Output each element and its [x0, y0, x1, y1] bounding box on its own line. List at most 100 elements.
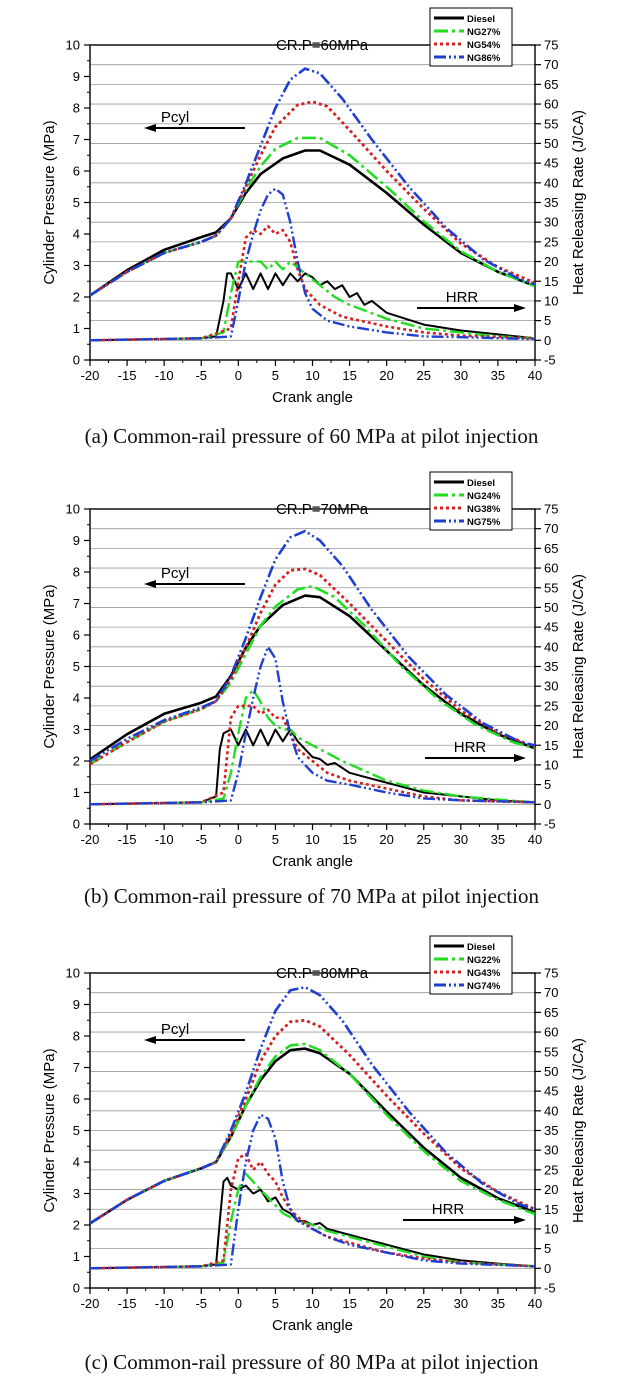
y2-tick-label: 50 [544, 136, 558, 151]
caption-c: (c) Common-rail pressure of 80 MPa at pi… [84, 1350, 539, 1374]
x-tick-label: 25 [417, 1296, 431, 1311]
pressure-line-ng22pct [90, 1042, 535, 1225]
y-tick-label: 3 [73, 722, 80, 737]
y-tick-label: 6 [73, 1092, 80, 1107]
y-tick-label: 7 [73, 596, 80, 611]
panel-a: -20 -15 -10 -5 0 5 10 15 20 25 30 35 40 0 1 2 3 4 5 6 7 8 9 10-… [0, 0, 623, 464]
y-tick-label: 5 [73, 659, 80, 674]
y2-tick-label: 50 [544, 600, 558, 615]
x-tick-label: -20 [81, 1296, 100, 1311]
chart-title: CR.P=70MPa [276, 501, 369, 518]
y-axis-label: Cylinder Pressure (MPa) [41, 120, 58, 284]
y2-tick-label: 75 [544, 502, 558, 517]
y-tick-label: 9 [73, 533, 80, 548]
legend-label: Diesel [467, 478, 495, 489]
x-tick-label: 20 [379, 1296, 393, 1311]
y2-tick-label: 20 [544, 718, 558, 733]
y2-axis-label: Heat Releasing Rate (J/CA) [570, 1038, 587, 1223]
x-tick-label: 25 [417, 368, 431, 383]
y2-tick-label: 0 [544, 333, 551, 348]
x-tick-label: 0 [235, 1296, 242, 1311]
y2-tick-label: 70 [544, 57, 558, 72]
y2-tick-label: 5 [544, 313, 551, 328]
y2-tick-label: 30 [544, 215, 558, 230]
y2-tick-label: -5 [544, 817, 556, 832]
x-tick-label: 20 [379, 832, 393, 847]
x-tick-label: 0 [235, 368, 242, 383]
x-tick-label: 10 [305, 368, 319, 383]
y-tick-label: 2 [73, 290, 80, 305]
y-tick-label: 3 [73, 1186, 80, 1201]
y2-tick-label: 55 [544, 580, 558, 595]
y2-tick-label: 20 [544, 254, 558, 269]
legend: Diesel NG24% NG38% NG75% [429, 471, 513, 531]
y-tick-label: 6 [73, 164, 80, 179]
y2-tick-label: 40 [544, 175, 558, 190]
hrr-line-ng24pct [90, 688, 535, 806]
pressure-line-ng43pct [90, 1018, 535, 1225]
y-axis-label: Cylinder Pressure (MPa) [41, 584, 58, 748]
x-tick-label: -10 [155, 1296, 174, 1311]
pcyl-annotation-label: Pcyl [161, 1021, 189, 1038]
y2-tick-label: 25 [544, 1162, 558, 1177]
pcyl-arrowhead [144, 1036, 156, 1044]
y2-tick-label: 50 [544, 1064, 558, 1079]
y2-axis-label: Heat Releasing Rate (J/CA) [570, 110, 587, 295]
y-tick-label: 6 [73, 628, 80, 643]
x-tick-label: 0 [235, 832, 242, 847]
hrr-arrowhead [514, 304, 526, 312]
x-tick-label: 20 [379, 368, 393, 383]
series-group [90, 67, 535, 342]
y2-tick-label: 35 [544, 1123, 558, 1138]
x-tick-label: -15 [118, 368, 137, 383]
caption-a: (a) Common-rail pressure of 60 MPa at pi… [84, 424, 539, 448]
x-tick-label: -5 [195, 832, 207, 847]
hrr-line-ng43pct [90, 1152, 535, 1270]
legend-label: NG86% [467, 53, 501, 64]
y-tick-label: 2 [73, 1218, 80, 1233]
x-tick-label: -5 [195, 368, 207, 383]
hrr-annotation-label: HRR [432, 1201, 465, 1218]
y2-tick-label: 55 [544, 1044, 558, 1059]
y2-tick-label: 40 [544, 639, 558, 654]
hrr-annotation-label: HRR [446, 289, 479, 306]
x-tick-label: 30 [454, 832, 468, 847]
y2-tick-label: 0 [544, 1261, 551, 1276]
x-tick-label: 30 [454, 1296, 468, 1311]
caption-b: (b) Common-rail pressure of 70 MPa at pi… [84, 884, 539, 908]
pressure-line-ng24pct [90, 584, 535, 766]
x-axis-label: Crank angle [272, 853, 353, 870]
x-tick-label: 40 [528, 1296, 542, 1311]
hrr-arrowhead [514, 754, 526, 762]
y-tick-label: 0 [73, 817, 80, 832]
x-tick-label: 5 [272, 832, 279, 847]
y-tick-label: 8 [73, 565, 80, 580]
x-tick-label: 5 [272, 1296, 279, 1311]
legend-label: NG75% [467, 517, 501, 528]
pressure-line-diesel [90, 149, 535, 297]
y2-tick-label: 40 [544, 1103, 558, 1118]
y-tick-label: 4 [73, 1155, 80, 1170]
pcyl-arrowhead [144, 580, 156, 588]
x-tick-label: 15 [342, 832, 356, 847]
y2-tick-label: 5 [544, 1241, 551, 1256]
legend-label: NG22% [467, 955, 501, 966]
hrr-line-ng74pct [90, 1113, 535, 1270]
x-tick-label: 40 [528, 368, 542, 383]
y-axis-label: Cylinder Pressure (MPa) [41, 1048, 58, 1212]
x-axis-label: Crank angle [272, 1317, 353, 1334]
y2-tick-label: 30 [544, 1143, 558, 1158]
legend-label: NG74% [467, 981, 501, 992]
hrr-line-diesel [90, 1176, 535, 1270]
chart-a: -20 -15 -10 -5 0 5 10 15 20 25 30 35 40012345678910-… [41, 7, 587, 406]
x-tick-label: 10 [305, 1296, 319, 1311]
y2-tick-label: 60 [544, 1025, 558, 1040]
y2-tick-label: 15 [544, 738, 558, 753]
y-tick-label: 0 [73, 353, 80, 368]
pressure-line-diesel [90, 594, 535, 761]
y-tick-label: 9 [73, 997, 80, 1012]
x-tick-label: 25 [417, 832, 431, 847]
y2-tick-label: 65 [544, 77, 558, 92]
x-tick-label: -15 [118, 832, 137, 847]
y2-tick-label: 25 [544, 234, 558, 249]
